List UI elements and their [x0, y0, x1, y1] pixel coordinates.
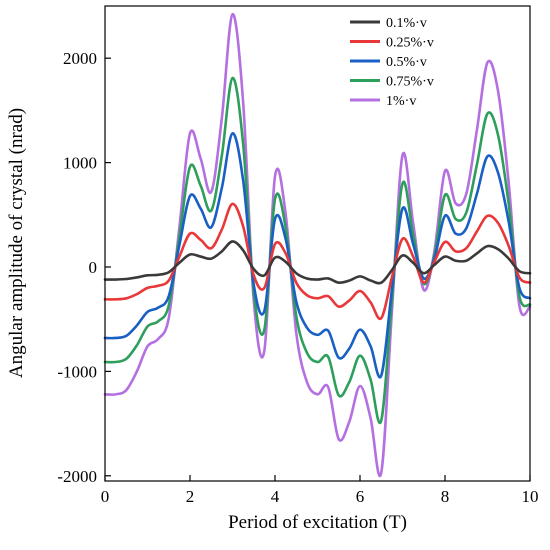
y-tick-label: 0: [89, 258, 98, 277]
series-line-3: [103, 132, 532, 379]
x-tick-label: 4: [271, 487, 280, 506]
series-layer: [103, 13, 532, 478]
y-axis-title: Angular amplitude of crystal (nrad): [6, 108, 27, 378]
x-tick-label: 2: [186, 487, 195, 506]
y-tick-label: 1000: [63, 154, 97, 173]
x-tick-label: 6: [356, 487, 365, 506]
y-axis-ticks: -2000 -1000 0 1000 2000: [57, 49, 111, 486]
series-line-4: [103, 76, 532, 425]
legend-label: 0.25%·v: [386, 36, 434, 51]
series-line-5: [103, 13, 532, 478]
legend-label: 0.75%·v: [386, 75, 434, 90]
x-tick-label: 8: [441, 487, 450, 506]
legend: 0.1%·v 0.25%·v 0.5%·v 0.75%·v 1%·v: [350, 16, 434, 109]
y-tick-label: -1000: [57, 362, 97, 381]
y-tick-label: 2000: [63, 49, 97, 68]
x-tick-label: 10: [522, 487, 539, 506]
y-tick-label: -2000: [57, 467, 97, 486]
plot-frame: [104, 5, 531, 482]
legend-label: 1%·v: [386, 94, 416, 109]
legend-label: 0.1%·v: [386, 16, 427, 31]
series-line-1: [103, 240, 532, 285]
x-axis-ticks: 0 2 4 6 8 10: [101, 475, 539, 506]
legend-label: 0.5%·v: [386, 55, 427, 70]
x-axis-title: Period of excitation (T): [228, 512, 407, 533]
x-tick-label: 0: [101, 487, 110, 506]
